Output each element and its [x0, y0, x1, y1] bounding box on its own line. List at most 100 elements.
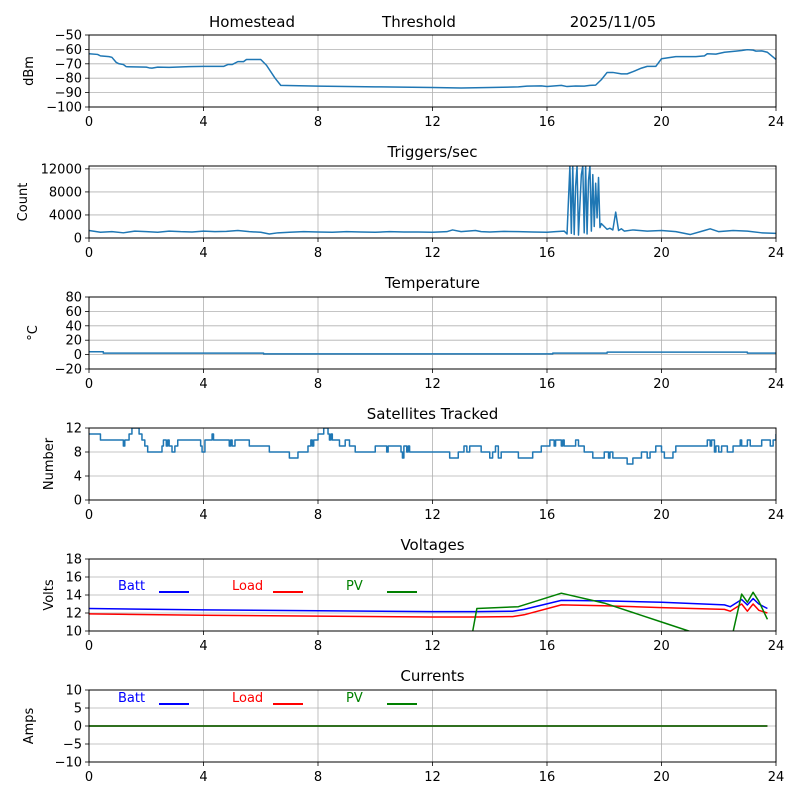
y-tick-label: 4	[74, 470, 82, 485]
y-tick-label: 0	[74, 348, 82, 363]
x-tick-label: 8	[314, 508, 322, 523]
panel-title: Triggers/sec	[387, 143, 478, 161]
x-tick-label: 0	[85, 639, 93, 654]
x-tick-label: 24	[768, 508, 785, 523]
x-tick-label: 20	[653, 377, 670, 392]
x-tick-label: 0	[85, 508, 93, 523]
y-tick-label: 8000	[49, 185, 82, 200]
series-line-pv	[471, 591, 769, 631]
x-tick-label: 16	[539, 770, 556, 785]
y-axis-label: Count	[16, 183, 31, 222]
x-tick-label: 8	[314, 377, 322, 392]
y-tick-label: 12000	[41, 162, 82, 177]
x-tick-label: 12	[424, 377, 441, 392]
y-tick-label: 4000	[49, 208, 82, 223]
panel-title: Currents	[400, 667, 464, 685]
header-site: Homestead	[209, 13, 295, 31]
y-tick-label: −10	[55, 756, 82, 771]
x-tick-label: 16	[539, 639, 556, 654]
x-tick-label: 8	[314, 770, 322, 785]
x-tick-label: 12	[424, 508, 441, 523]
x-tick-label: 20	[653, 508, 670, 523]
series-line-triggers	[89, 166, 776, 236]
y-tick-label: 20	[65, 334, 82, 349]
panel-title: Satellites Tracked	[367, 405, 498, 423]
x-tick-label: 4	[199, 770, 207, 785]
y-axis-label: Number	[42, 437, 57, 490]
x-tick-label: 12	[424, 639, 441, 654]
x-tick-label: 20	[653, 639, 670, 654]
legend-label-pv: PV	[346, 579, 363, 594]
legend-label-load: Load	[232, 691, 263, 706]
y-tick-label: −90	[55, 86, 82, 101]
y-axis-label: °C	[26, 325, 41, 341]
x-tick-label: 12	[424, 770, 441, 785]
panel-title: Temperature	[384, 274, 480, 292]
y-axis-label: dBm	[22, 56, 37, 86]
y-tick-label: 0	[74, 720, 82, 735]
legend-label-load: Load	[232, 579, 263, 594]
legend-label-batt: Batt	[118, 691, 145, 706]
y-axis-label: Volts	[42, 579, 57, 611]
y-tick-label: 12	[65, 607, 82, 622]
x-tick-label: 24	[768, 115, 785, 130]
x-tick-label: 16	[539, 246, 556, 261]
y-tick-label: 12	[65, 422, 82, 437]
y-tick-label: 18	[65, 553, 82, 568]
y-tick-label: −50	[55, 29, 82, 44]
y-tick-label: 5	[74, 702, 82, 717]
panel-satellites: 0 4 8 12 16 20 24 0 4 8 12 Satellites Tracked Number	[42, 405, 784, 523]
y-tick-label: 8	[74, 446, 82, 461]
y-tick-label: 40	[65, 319, 82, 334]
x-tick-label: 16	[539, 115, 556, 130]
series-line-batt	[89, 597, 768, 613]
y-tick-label: −100	[46, 101, 82, 116]
x-tick-label: 0	[85, 770, 93, 785]
y-axis-label: Amps	[22, 707, 37, 744]
y-tick-label: −70	[55, 57, 82, 72]
y-tick-label: 14	[65, 589, 82, 604]
x-tick-label: 20	[653, 246, 670, 261]
y-tick-label: −60	[55, 43, 82, 58]
panel-title: Voltages	[400, 536, 464, 554]
x-tick-label: 24	[768, 770, 785, 785]
panel-triggers: 0 4 8 12 16 20 24 0 4000 8000 12000 Triggers/sec Cou…	[16, 143, 784, 261]
y-tick-label: 0	[74, 494, 82, 509]
panel-currents: 0 4 8 12 16 20 24 −10 −5 0 5 10 Currents Amps Batt Load…	[22, 667, 784, 785]
series-line-temperature	[89, 350, 776, 355]
x-tick-label: 0	[85, 115, 93, 130]
y-tick-label: −5	[63, 738, 82, 753]
x-tick-label: 12	[424, 246, 441, 261]
x-tick-label: 4	[199, 639, 207, 654]
x-tick-label: 20	[653, 770, 670, 785]
y-tick-label: 16	[65, 571, 82, 586]
y-tick-label: −20	[55, 363, 82, 378]
y-tick-label: 0	[74, 232, 82, 247]
series-line-satellites	[89, 428, 776, 465]
x-tick-label: 0	[85, 377, 93, 392]
x-tick-label: 4	[199, 508, 207, 523]
y-tick-label: 80	[65, 291, 82, 306]
x-tick-label: 8	[314, 115, 322, 130]
x-tick-label: 12	[424, 115, 441, 130]
series-line-load	[89, 603, 768, 618]
series-line-signal	[89, 48, 776, 89]
x-tick-label: 20	[653, 115, 670, 130]
y-tick-label: 10	[65, 625, 82, 640]
x-tick-label: 8	[314, 246, 322, 261]
y-tick-label: 60	[65, 305, 82, 320]
header-date: 2025/11/05	[570, 13, 656, 31]
x-tick-label: 4	[199, 246, 207, 261]
x-tick-label: 4	[199, 377, 207, 392]
panel-voltages: 0 4 8 12 16 20 24 10 12 14 16 18 Voltages Volts Batt Lo…	[42, 536, 784, 654]
x-tick-label: 24	[768, 639, 785, 654]
header-mode: Threshold	[381, 13, 456, 31]
legend-label-batt: Batt	[118, 579, 145, 594]
y-tick-label: 10	[65, 684, 82, 699]
y-tick-label: −80	[55, 72, 82, 87]
x-tick-label: 24	[768, 246, 785, 261]
legend-label-pv: PV	[346, 691, 363, 706]
x-tick-label: 16	[539, 377, 556, 392]
